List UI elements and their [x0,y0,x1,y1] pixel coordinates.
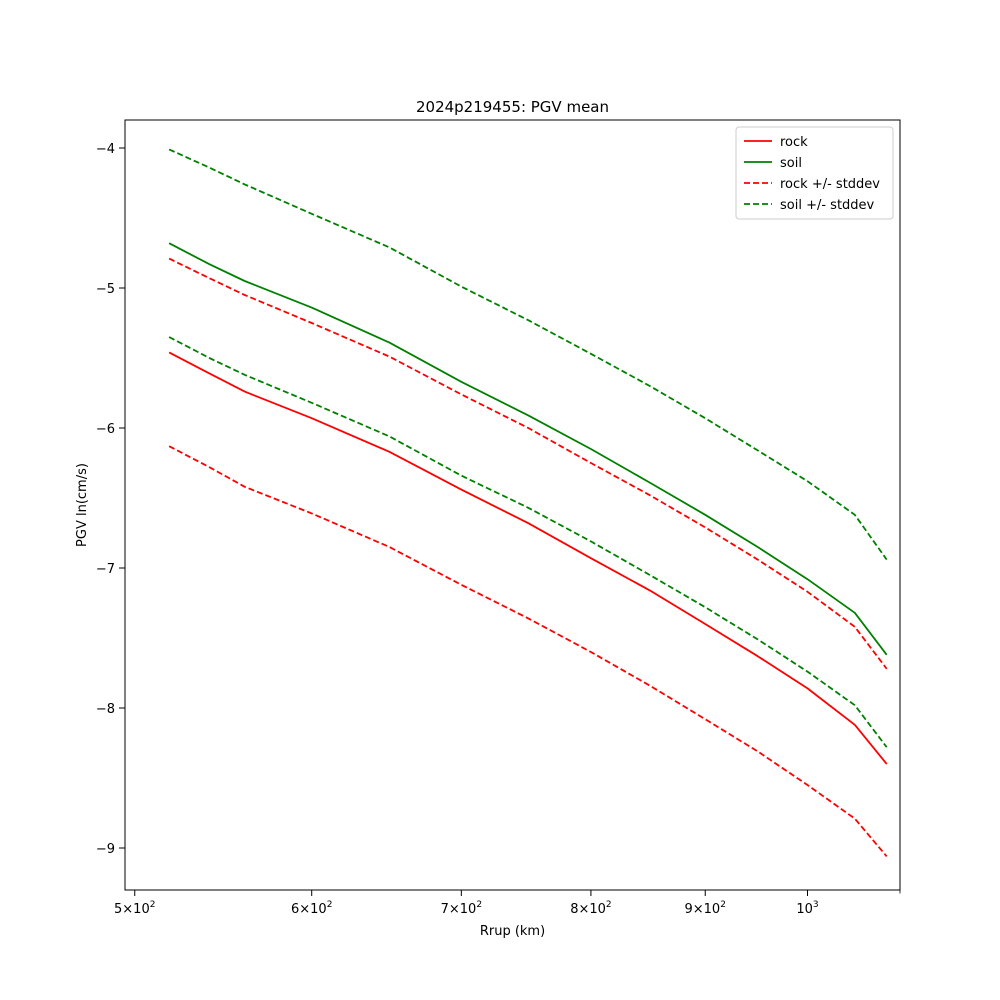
series-line-rock [168,351,888,765]
plot-area [125,120,900,890]
x-tick-label-base: 7×10 [441,902,477,917]
series-line-soil [168,242,888,656]
legend-label: soil [780,156,802,171]
y-tick-label: −6 [96,422,115,437]
y-tick-label: −7 [96,562,115,577]
y-axis-label: PGV ln(cm/s) [75,463,90,547]
y-tick-label: −5 [96,282,115,297]
plot-frame [124,119,901,891]
x-tick-label-base: 6×10 [291,902,327,917]
legend-box [735,126,894,220]
x-tick-label: 8×102 [570,900,611,917]
legend-label: soil +/- stddev [780,198,875,213]
x-tick-label-exponent: 2 [150,900,156,910]
x-tick-label: 103 [796,900,818,917]
x-tick-label: 6×102 [291,900,332,917]
x-tick-label-exponent: 3 [813,900,819,910]
legend: rock soil rock +/- stddev soil +/- stddev [735,126,894,220]
series-line-rock-stddev-lower [168,445,888,857]
x-tick-label-base: 8×10 [570,902,606,917]
y-tick-label: −4 [96,142,115,157]
x-tick-label: 9×102 [685,900,726,917]
chart-title: 2024p219455: PGV mean [416,98,609,116]
x-axis: 5×102 6×102 7×102 8×102 9×102 103 [114,890,901,917]
x-tick-label-exponent: 2 [606,900,612,910]
x-tick-label-base: 5×10 [114,902,150,917]
y-tick-label: −9 [96,842,115,857]
x-axis-label: Rrup (km) [480,924,545,939]
x-tick-label-exponent: 2 [720,900,726,910]
legend-label: rock +/- stddev [780,177,880,192]
x-tick-label: 7×102 [441,900,482,917]
series-line-soil-stddev [168,148,888,561]
series-line-soil-stddev-lower [168,336,888,748]
x-tick-label-exponent: 2 [476,900,482,910]
x-tick-label-exponent: 2 [327,900,333,910]
x-tick-label-base: 9×10 [685,902,721,917]
series-layer [168,148,888,857]
x-tick-label-base: 10 [796,902,813,917]
x-tick-label: 5×102 [114,900,155,917]
legend-label: rock [780,135,808,150]
series-line-rock-stddev [168,257,888,670]
y-tick-label: −8 [96,702,115,717]
y-axis: −4 −5 −6 −7 −8 −9 [96,142,125,857]
